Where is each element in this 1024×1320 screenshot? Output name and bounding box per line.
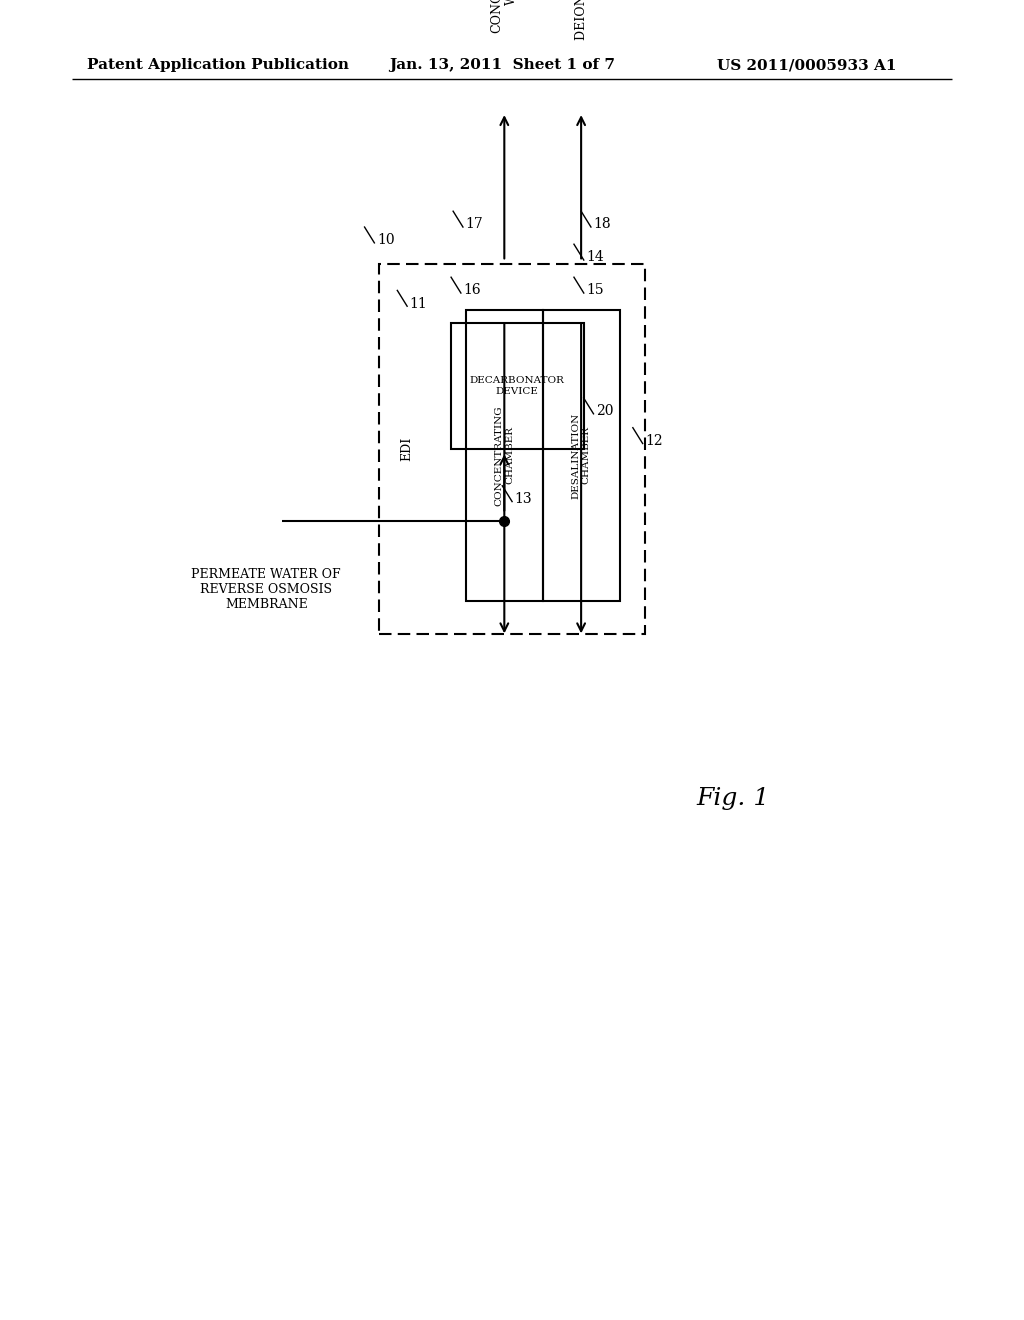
- Bar: [466, 310, 543, 601]
- Text: Patent Application Publication: Patent Application Publication: [87, 58, 349, 73]
- Text: US 2011/0005933 A1: US 2011/0005933 A1: [717, 58, 896, 73]
- Text: 11: 11: [410, 297, 427, 310]
- Text: 14: 14: [586, 251, 604, 264]
- Text: 20: 20: [596, 404, 613, 418]
- Text: 18: 18: [594, 218, 611, 231]
- Bar: [451, 323, 584, 449]
- Text: Jan. 13, 2011  Sheet 1 of 7: Jan. 13, 2011 Sheet 1 of 7: [389, 58, 615, 73]
- Text: 13: 13: [514, 492, 532, 506]
- Text: DESALINATION
CHAMBER: DESALINATION CHAMBER: [571, 412, 591, 499]
- Text: PERMEATE WATER OF
REVERSE OSMOSIS
MEMBRANE: PERMEATE WATER OF REVERSE OSMOSIS MEMBRA…: [191, 568, 341, 611]
- Text: 10: 10: [377, 234, 394, 247]
- Text: DEIONIZED WATER: DEIONIZED WATER: [574, 0, 588, 40]
- Text: 12: 12: [645, 434, 663, 447]
- Text: 17: 17: [465, 218, 483, 231]
- Text: Fig. 1: Fig. 1: [696, 787, 770, 810]
- Bar: [543, 310, 620, 601]
- Text: EDI: EDI: [400, 437, 413, 461]
- Text: 16: 16: [463, 284, 481, 297]
- Text: CONCENTRATING
CHAMBER: CONCENTRATING CHAMBER: [495, 405, 514, 506]
- Bar: [379, 264, 645, 634]
- Text: DECARBONATOR
DEVICE: DECARBONATOR DEVICE: [470, 376, 564, 396]
- Text: 15: 15: [586, 284, 604, 297]
- Text: CONCENTRATE
WATER: CONCENTRATE WATER: [490, 0, 518, 33]
